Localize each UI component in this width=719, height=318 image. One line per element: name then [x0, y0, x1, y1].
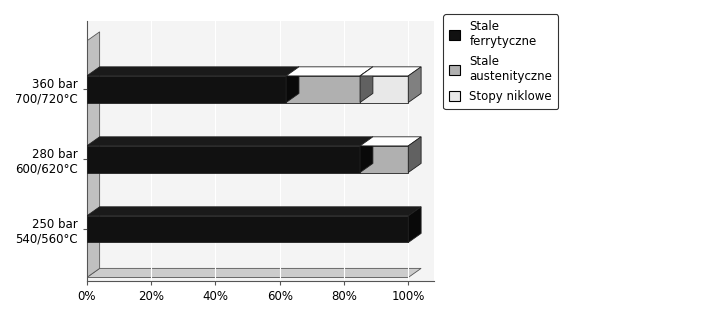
Polygon shape — [87, 207, 421, 216]
Legend: Stale
ferrytyczne, Stale
austenityczne, Stopy niklowe: Stale ferrytyczne, Stale austenityczne, … — [444, 14, 558, 109]
Polygon shape — [87, 32, 100, 278]
Bar — [286, 76, 360, 102]
Bar — [360, 76, 408, 102]
Polygon shape — [360, 137, 373, 172]
Polygon shape — [87, 67, 299, 76]
Polygon shape — [286, 67, 373, 76]
Bar — [87, 146, 360, 172]
Polygon shape — [408, 67, 421, 102]
Polygon shape — [286, 67, 299, 102]
Polygon shape — [360, 67, 421, 76]
Polygon shape — [360, 137, 421, 146]
Polygon shape — [87, 268, 421, 278]
Polygon shape — [87, 137, 373, 146]
Polygon shape — [408, 137, 421, 172]
Bar — [87, 216, 408, 243]
Bar — [87, 76, 286, 102]
Bar — [360, 146, 408, 172]
Polygon shape — [408, 207, 421, 243]
Polygon shape — [360, 67, 373, 102]
